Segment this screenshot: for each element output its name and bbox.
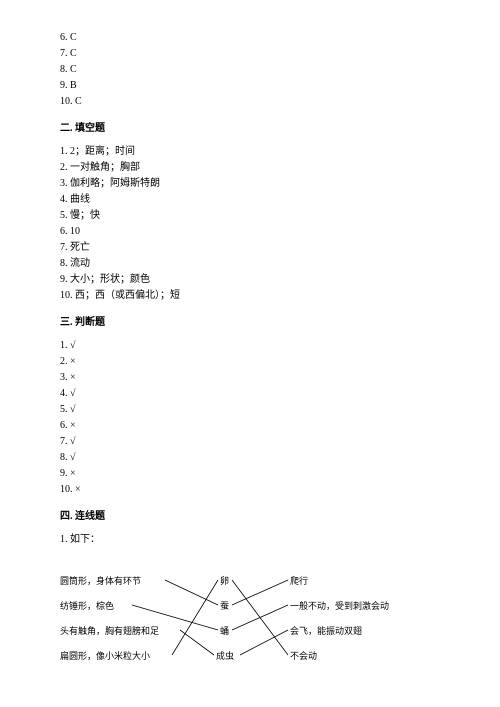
section-match-title: 四. 连线题	[60, 509, 440, 524]
diagram-right-label: 会飞，能振动双翅	[290, 625, 362, 639]
judge-answer: 1. √	[60, 338, 440, 353]
judge-answer: 10. ×	[60, 482, 440, 497]
diagram-mid-label: 蛹	[220, 625, 229, 639]
diagram-right-label: 一般不动，受到刺激会动	[290, 600, 389, 614]
fill-answer: 4. 曲线	[60, 192, 440, 207]
diagram-right-label: 爬行	[290, 575, 308, 589]
mc-answer: 6. C	[60, 30, 440, 45]
diagram-left-label: 扁圆形，像小米粒大小	[60, 650, 150, 664]
section-fill-title: 二. 填空题	[60, 121, 440, 136]
judge-answer: 3. ×	[60, 370, 440, 385]
fill-answer: 5. 慢；快	[60, 208, 440, 223]
match-intro: 1. 如下：	[60, 532, 440, 547]
fill-answer: 3. 伽利略；阿姆斯特朗	[60, 176, 440, 191]
fill-answer: 7. 死亡	[60, 240, 440, 255]
mc-answer: 8. C	[60, 62, 440, 77]
top-multiple-choice-answers: 6. C7. C8. C9. B10. C	[60, 30, 440, 109]
fill-answer: 2. 一对触角；胸部	[60, 160, 440, 175]
judge-answers: 1. √2. ×3. ×4. √5. √6. ×7. √8. √9. ×10. …	[60, 338, 440, 497]
judge-answer: 4. √	[60, 386, 440, 401]
diagram-right-label: 不会动	[290, 650, 317, 664]
matching-diagram: 圆筒形，身体有环节纺锤形，棕色头有触角，胸有翅膀和足扁圆形，像小米粒大小 卵蚕蛹成…	[60, 567, 430, 677]
fill-answer: 1. 2；距离；时间	[60, 144, 440, 159]
judge-answer: 6. ×	[60, 418, 440, 433]
diagram-left-label: 圆筒形，身体有环节	[60, 575, 141, 589]
diagram-left-label: 纺锤形，棕色	[60, 600, 114, 614]
mc-answer: 7. C	[60, 46, 440, 61]
judge-answer: 8. √	[60, 450, 440, 465]
diagram-mid-label: 成虫	[216, 650, 234, 664]
mc-answer: 10. C	[60, 94, 440, 109]
fill-answer: 6. 10	[60, 224, 440, 239]
fill-blank-answers: 1. 2；距离；时间2. 一对触角；胸部3. 伽利略；阿姆斯特朗4. 曲线5. …	[60, 144, 440, 303]
judge-answer: 2. ×	[60, 354, 440, 369]
diagram-mid-label: 卵	[220, 575, 229, 589]
fill-answer: 8. 流动	[60, 256, 440, 271]
judge-answer: 9. ×	[60, 466, 440, 481]
judge-answer: 5. √	[60, 402, 440, 417]
fill-answer: 10. 西；西（或西偏北）；短	[60, 288, 440, 303]
fill-answer: 9. 大小；形状；颜色	[60, 272, 440, 287]
diagram-left-label: 头有触角，胸有翅膀和足	[60, 625, 159, 639]
diagram-mid-label: 蚕	[220, 600, 229, 614]
judge-answer: 7. √	[60, 434, 440, 449]
mc-answer: 9. B	[60, 78, 440, 93]
section-judge-title: 三. 判断题	[60, 315, 440, 330]
